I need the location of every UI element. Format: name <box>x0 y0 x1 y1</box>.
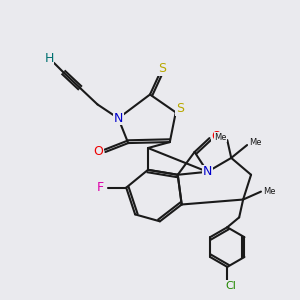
Text: S: S <box>176 102 184 115</box>
Text: N: N <box>114 112 123 125</box>
Text: O: O <box>212 130 221 142</box>
Text: F: F <box>97 181 104 194</box>
Text: Cl: Cl <box>226 281 237 291</box>
Text: S: S <box>158 62 166 75</box>
Text: Me: Me <box>262 187 275 196</box>
Text: N: N <box>203 165 212 178</box>
Text: H: H <box>44 52 54 65</box>
Text: Me: Me <box>214 133 226 142</box>
Text: O: O <box>94 146 103 158</box>
Text: Me: Me <box>249 138 261 147</box>
